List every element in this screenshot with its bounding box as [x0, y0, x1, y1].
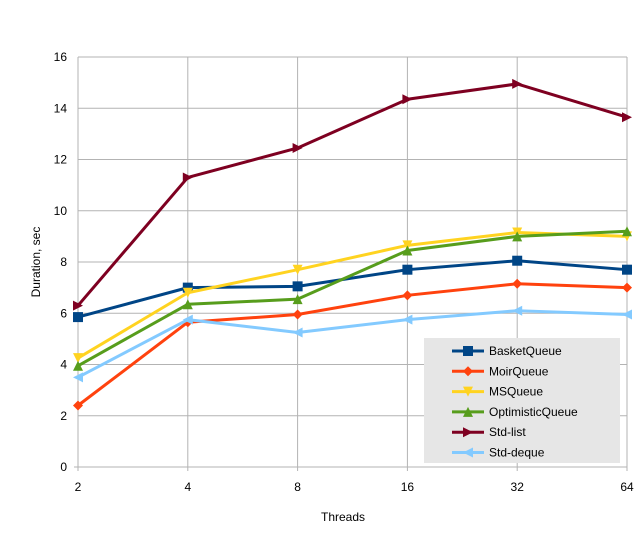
- data-point: [622, 309, 632, 320]
- data-point: [512, 255, 523, 266]
- data-point: [402, 240, 413, 251]
- series-moirqueue: [73, 278, 632, 411]
- data-point: [292, 281, 303, 292]
- legend-box: [424, 338, 620, 463]
- data-point: [292, 309, 303, 320]
- series-std-deque: [73, 305, 632, 383]
- data-point: [512, 231, 523, 242]
- legend-label: OptimisticQueue: [489, 405, 578, 419]
- data-point: [622, 112, 632, 123]
- data-point: [182, 282, 193, 293]
- series-line: [77, 309, 628, 379]
- data-point: [402, 314, 413, 325]
- series-std-list: [73, 78, 632, 311]
- legend-swatch-marker: [463, 346, 473, 356]
- data-point: [512, 278, 523, 289]
- x-tick-label: 2: [75, 480, 82, 494]
- data-point: [182, 299, 193, 310]
- data-point: [73, 353, 83, 364]
- legend-item: Std-deque: [452, 446, 545, 460]
- data-point: [622, 226, 632, 237]
- series-group: [73, 78, 632, 411]
- data-point: [402, 264, 413, 275]
- data-point: [73, 300, 83, 311]
- y-tick-label: 2: [60, 409, 67, 423]
- legend-item: MoirQueue: [452, 364, 549, 378]
- series-line: [77, 259, 628, 319]
- legend-item: OptimisticQueue: [452, 405, 578, 419]
- series-optimisticqueue: [73, 226, 632, 371]
- x-tick-label: 4: [184, 480, 191, 494]
- y-tick-label: 6: [60, 306, 67, 320]
- y-tick-label: 0: [60, 460, 67, 474]
- legend-label: Std-deque: [489, 446, 545, 460]
- data-point: [512, 305, 523, 316]
- y-tick-label: 8: [60, 255, 67, 269]
- series-line: [77, 229, 628, 368]
- legend: BasketQueue MoirQueue MSQueue OptimisticQue…: [424, 338, 620, 463]
- y-tick-label: 4: [60, 358, 67, 372]
- series-line: [77, 282, 628, 407]
- legend-label: MSQueue: [489, 385, 543, 399]
- legend-swatch-marker: [463, 447, 473, 458]
- series-line: [76, 82, 628, 307]
- data-point: [73, 312, 83, 323]
- data-point: [402, 94, 413, 105]
- data-point: [622, 282, 632, 293]
- data-point: [292, 142, 303, 153]
- data-point: [73, 400, 83, 411]
- legend-item: MSQueue: [452, 385, 543, 399]
- legend-swatch-marker: [463, 386, 473, 397]
- series-line: [77, 231, 628, 360]
- y-axis-ticks: 0 2 4 6 8 10 12 14 16: [54, 50, 68, 474]
- legend-label: BasketQueue: [489, 344, 562, 358]
- y-tick-label: 16: [54, 50, 68, 64]
- data-point: [402, 245, 413, 256]
- y-tick-label: 10: [54, 204, 68, 218]
- y-axis-title: Duration, sec: [29, 227, 43, 298]
- legend-item: BasketQueue: [452, 344, 562, 358]
- y-tick-label: 14: [54, 101, 68, 115]
- legend-swatch-marker: [463, 427, 473, 438]
- legend-label: MoirQueue: [489, 364, 549, 378]
- data-point: [292, 327, 303, 338]
- series-basketqueue: [73, 255, 632, 323]
- data-point: [402, 290, 413, 301]
- legend-swatch-marker: [463, 406, 473, 417]
- data-point: [292, 294, 303, 305]
- x-tick-label: 16: [401, 480, 415, 494]
- x-tick-label: 64: [620, 480, 634, 494]
- data-point: [622, 264, 632, 275]
- data-point: [292, 264, 303, 275]
- x-axis-title: Threads: [321, 510, 365, 524]
- data-point: [182, 287, 193, 298]
- data-point: [73, 360, 83, 371]
- data-point: [73, 372, 83, 383]
- x-tick-label: 8: [294, 480, 301, 494]
- x-axis-ticks: 2 4 8 16 32 64: [75, 480, 634, 494]
- data-point: [182, 314, 193, 325]
- x-tick-label: 32: [511, 480, 525, 494]
- data-point: [512, 78, 523, 89]
- legend-item: Std-list: [452, 425, 526, 439]
- data-point: [182, 172, 193, 183]
- legend-label: Std-list: [489, 425, 526, 439]
- legend-swatch-marker: [463, 366, 473, 377]
- y-tick-label: 12: [54, 153, 68, 167]
